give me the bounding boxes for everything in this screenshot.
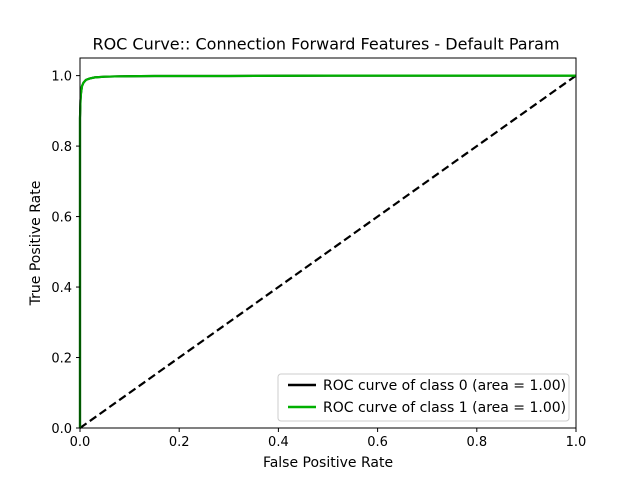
x-tick-label: 0.0 (70, 435, 91, 450)
y-tick-label: 0.2 (51, 352, 72, 367)
chart-title: ROC Curve:: Connection Forward Features … (92, 35, 559, 54)
y-tick-label: 0.6 (51, 211, 72, 226)
y-tick-label: 0.8 (51, 140, 72, 155)
legend-label-class-0: ROC curve of class 0 (area = 1.00) (323, 378, 566, 394)
y-tick-label: 0.4 (51, 281, 72, 296)
x-tick-label: 0.4 (268, 435, 289, 450)
y-tick-label: 0.0 (51, 422, 72, 437)
chance-diagonal-line (79, 74, 577, 429)
x-tick-label: 0.8 (466, 435, 487, 450)
legend: ROC curve of class 0 (area = 1.00) ROC c… (277, 373, 570, 422)
axis-ticks: 0.0 0.2 0.4 0.6 0.8 1.0 0.0 0.2 0.4 0.6 0.8 1.0 (51, 70, 586, 450)
x-tick-label: 0.6 (367, 435, 388, 450)
x-tick-label: 1.0 (566, 435, 587, 450)
legend-label-class-1: ROC curve of class 1 (area = 1.00) (323, 400, 566, 416)
x-tick-label: 0.2 (169, 435, 190, 450)
y-axis-label: True Positive Rate (28, 181, 44, 307)
legend-box (277, 373, 570, 422)
roc-curve-class-1 (78, 74, 576, 428)
y-tick-label: 1.0 (51, 70, 72, 85)
axes-frame (79, 57, 577, 429)
plot-area (78, 74, 577, 429)
x-axis-label: False Positive Rate (263, 455, 393, 471)
